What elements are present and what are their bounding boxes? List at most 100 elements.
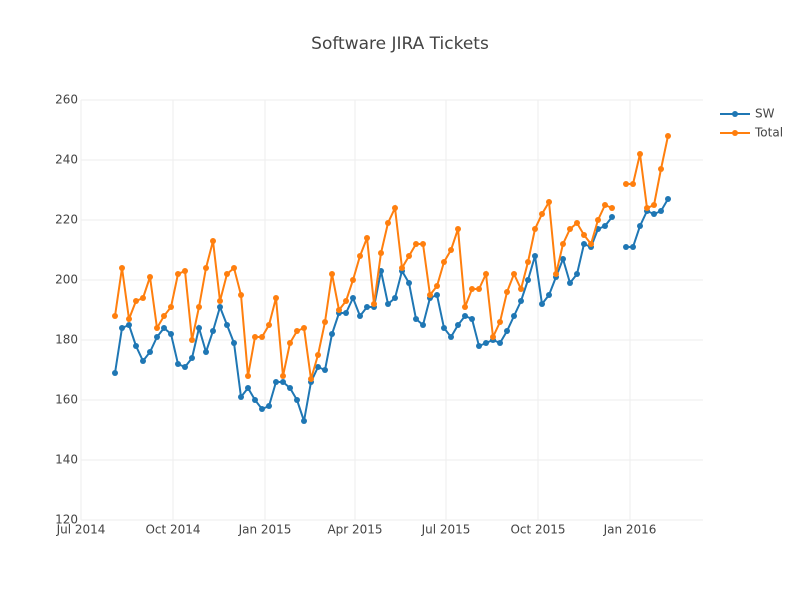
- data-point: [441, 325, 447, 331]
- data-point: [350, 277, 356, 283]
- data-point: [231, 340, 237, 346]
- data-point: [420, 241, 426, 247]
- data-point: [287, 385, 293, 391]
- data-point: [448, 334, 454, 340]
- data-point: [189, 355, 195, 361]
- series-line: [114, 198, 613, 380]
- data-point: [434, 283, 440, 289]
- data-point: [546, 292, 552, 298]
- legend-marker: [732, 111, 738, 117]
- y-tick-label: 180: [55, 333, 78, 347]
- data-point: [343, 298, 349, 304]
- data-point: [280, 373, 286, 379]
- data-point: [126, 316, 132, 322]
- data-point: [203, 265, 209, 271]
- data-point: [175, 361, 181, 367]
- data-point: [154, 334, 160, 340]
- data-point: [441, 259, 447, 265]
- data-point: [119, 325, 125, 331]
- data-point: [308, 376, 314, 382]
- x-tick-label: Oct 2014: [145, 523, 200, 537]
- data-point: [231, 265, 237, 271]
- data-point: [539, 301, 545, 307]
- data-point: [210, 328, 216, 334]
- data-point: [189, 337, 195, 343]
- data-point: [665, 196, 671, 202]
- data-point: [665, 133, 671, 139]
- data-point: [553, 271, 559, 277]
- data-point: [483, 271, 489, 277]
- data-point: [350, 295, 356, 301]
- data-point: [196, 325, 202, 331]
- data-point: [364, 235, 370, 241]
- data-point: [196, 304, 202, 310]
- data-point: [385, 220, 391, 226]
- data-point: [266, 322, 272, 328]
- data-point: [133, 343, 139, 349]
- data-point: [462, 304, 468, 310]
- data-point: [245, 385, 251, 391]
- y-tick-label: 140: [55, 453, 78, 467]
- data-point: [413, 241, 419, 247]
- x-tick-label: Jan 2016: [603, 523, 657, 537]
- data-point: [245, 373, 251, 379]
- data-point: [217, 304, 223, 310]
- data-point: [280, 379, 286, 385]
- data-point: [224, 271, 230, 277]
- data-point: [427, 292, 433, 298]
- data-point: [266, 403, 272, 409]
- data-point: [497, 319, 503, 325]
- data-point: [147, 349, 153, 355]
- data-point: [301, 418, 307, 424]
- legend-label: Total: [754, 126, 783, 140]
- data-point: [364, 304, 370, 310]
- data-point: [623, 244, 629, 250]
- data-point: [630, 244, 636, 250]
- data-point: [581, 232, 587, 238]
- data-point: [511, 271, 517, 277]
- data-point: [483, 340, 489, 346]
- data-point: [560, 256, 566, 262]
- data-point: [497, 340, 503, 346]
- y-tick-label: 160: [55, 393, 78, 407]
- x-tick-label: Apr 2015: [327, 523, 382, 537]
- data-point: [168, 304, 174, 310]
- data-point: [378, 250, 384, 256]
- data-point: [637, 223, 643, 229]
- data-point: [224, 322, 230, 328]
- data-point: [420, 322, 426, 328]
- data-point: [343, 310, 349, 316]
- data-point: [182, 364, 188, 370]
- data-point: [161, 313, 167, 319]
- data-point: [175, 271, 181, 277]
- data-point: [315, 352, 321, 358]
- series-line: [626, 135, 669, 210]
- x-tick-label: Jan 2015: [238, 523, 292, 537]
- data-point: [658, 166, 664, 172]
- data-point: [518, 298, 524, 304]
- data-point: [630, 181, 636, 187]
- data-point: [490, 334, 496, 340]
- data-point: [259, 406, 265, 412]
- y-tick-label: 240: [55, 153, 78, 167]
- x-tick-label: Oct 2015: [510, 523, 565, 537]
- data-point: [476, 286, 482, 292]
- data-point: [322, 319, 328, 325]
- data-point: [273, 379, 279, 385]
- series-line: [114, 216, 613, 422]
- data-point: [203, 349, 209, 355]
- data-point: [315, 364, 321, 370]
- data-point: [399, 265, 405, 271]
- data-point: [371, 301, 377, 307]
- data-point: [511, 313, 517, 319]
- data-point: [644, 205, 650, 211]
- data-point: [413, 316, 419, 322]
- x-tick-label: Jul 2014: [56, 523, 106, 537]
- data-point: [658, 208, 664, 214]
- data-point: [546, 199, 552, 205]
- data-point: [294, 397, 300, 403]
- data-point: [126, 322, 132, 328]
- data-point: [322, 367, 328, 373]
- data-point: [455, 322, 461, 328]
